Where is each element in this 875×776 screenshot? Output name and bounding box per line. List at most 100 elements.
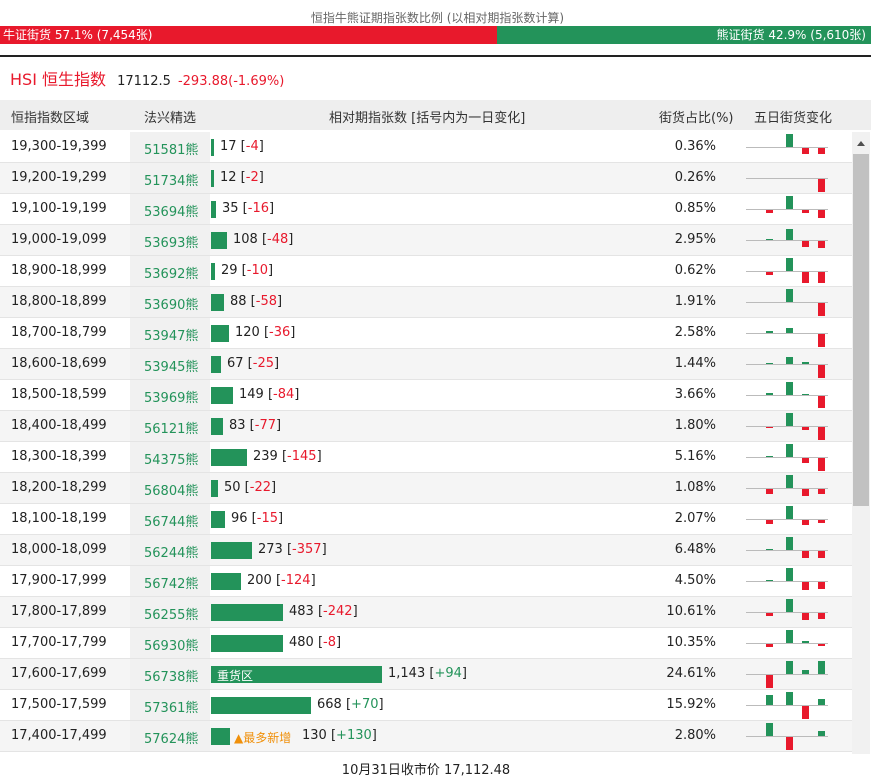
table-row[interactable]: 18,300-18,399 54375熊 239 [-145] 5.16% xyxy=(0,442,852,473)
warrant-code[interactable]: 57361熊 xyxy=(144,701,199,716)
table-row[interactable]: 17,700-17,799 56930熊 480 [-8] 10.35% xyxy=(0,628,852,659)
index-range: 18,300-18,399 xyxy=(11,449,107,464)
contract-count-label: 130 [+130] xyxy=(302,728,377,743)
table-row[interactable]: 17,600-17,699 56738熊 重货区 1,143 [+94] 24.61% xyxy=(0,659,852,690)
warrant-code[interactable]: 53690熊 xyxy=(144,298,199,313)
warrant-code-cell[interactable]: 56744熊 xyxy=(130,504,210,534)
sparkline-bar xyxy=(818,551,825,558)
warrant-code-cell[interactable]: 53945熊 xyxy=(130,349,210,379)
warrant-code-cell[interactable]: 51734熊 xyxy=(130,163,210,193)
warrant-code-cell[interactable]: 57361熊 xyxy=(130,690,210,720)
warrant-code[interactable]: 53692熊 xyxy=(144,267,199,282)
scroll-up-arrow-icon[interactable] xyxy=(857,141,865,146)
daily-change: -124 xyxy=(281,573,311,588)
warrant-code[interactable]: 53693熊 xyxy=(144,236,199,251)
table-row[interactable]: 17,400-17,499 57624熊 ▲最多新增 130 [+130] 2.80% xyxy=(0,721,852,752)
warrant-code[interactable]: 56255熊 xyxy=(144,608,199,623)
daily-change: -15 xyxy=(256,511,278,526)
five-day-change-sparkline xyxy=(746,349,828,379)
contract-count-label: 35 [-16] xyxy=(222,201,275,216)
warrant-code[interactable]: 56930熊 xyxy=(144,639,199,654)
sparkline-bar xyxy=(802,241,809,247)
contract-count: 239 xyxy=(253,449,278,464)
warrant-code-cell[interactable]: 53690熊 xyxy=(130,287,210,317)
table-row[interactable]: 17,800-17,899 56255熊 483 [-242] 10.61% xyxy=(0,597,852,628)
warrant-code-cell[interactable]: 51581熊 xyxy=(130,132,210,162)
sparkline-baseline xyxy=(746,581,828,582)
warrant-code[interactable]: 56121熊 xyxy=(144,422,199,437)
table-row[interactable]: 18,800-18,899 53690熊 88 [-58] 1.91% xyxy=(0,287,852,318)
warrant-code-cell[interactable]: 56930熊 xyxy=(130,628,210,658)
warrant-code[interactable]: 53694熊 xyxy=(144,205,199,220)
sparkline-bar xyxy=(818,334,825,347)
warrant-code[interactable]: 54375熊 xyxy=(144,453,199,468)
five-day-change-sparkline xyxy=(746,256,828,286)
index-range: 17,400-17,499 xyxy=(11,728,107,743)
warrant-code[interactable]: 56804熊 xyxy=(144,484,199,499)
warrant-code[interactable]: 53969熊 xyxy=(144,391,199,406)
warrant-code[interactable]: 56244熊 xyxy=(144,546,199,561)
table-row[interactable]: 18,000-18,099 56244熊 273 [-357] 6.48% xyxy=(0,535,852,566)
sparkline-baseline xyxy=(746,209,828,210)
sparkline-bar xyxy=(766,613,773,616)
warrant-code-cell[interactable]: 56738熊 xyxy=(130,659,210,689)
warrant-code[interactable]: 56738熊 xyxy=(144,670,199,685)
table-row[interactable]: 19,200-19,299 51734熊 12 [-2] 0.26% xyxy=(0,163,852,194)
table-row[interactable]: 18,400-18,499 56121熊 83 [-77] 1.80% xyxy=(0,411,852,442)
table-row[interactable]: 18,500-18,599 53969熊 149 [-84] 3.66% xyxy=(0,380,852,411)
outstanding-share: 0.62% xyxy=(674,263,716,278)
warrant-code[interactable]: 56744熊 xyxy=(144,515,199,530)
warrant-code-cell[interactable]: 53692熊 xyxy=(130,256,210,286)
warrant-code-cell[interactable]: 53693熊 xyxy=(130,225,210,255)
sparkline-baseline xyxy=(746,364,828,365)
sparkline-bar xyxy=(802,427,809,430)
warrant-code-cell[interactable]: 53947熊 xyxy=(130,318,210,348)
table-row[interactable]: 18,200-18,299 56804熊 50 [-22] 1.08% xyxy=(0,473,852,504)
table-row[interactable]: 19,100-19,199 53694熊 35 [-16] 0.85% xyxy=(0,194,852,225)
warrant-code-cell[interactable]: 56121熊 xyxy=(130,411,210,441)
contract-count-bar xyxy=(211,573,241,590)
warrant-code-cell[interactable]: 53694熊 xyxy=(130,194,210,224)
scroll-thumb[interactable] xyxy=(853,154,869,506)
sparkline-bar xyxy=(818,272,825,283)
contract-count-label: 668 [+70] xyxy=(317,697,384,712)
table-row[interactable]: 17,500-17,599 57361熊 668 [+70] 15.92% xyxy=(0,690,852,721)
warrant-code[interactable]: 51734熊 xyxy=(144,174,199,189)
outstanding-share: 0.85% xyxy=(674,201,716,216)
warrant-code[interactable]: 57624熊 xyxy=(144,732,199,747)
warrant-code-cell[interactable]: 56255熊 xyxy=(130,597,210,627)
warrant-code-cell[interactable]: 56804熊 xyxy=(130,473,210,503)
table-row[interactable]: 18,600-18,699 53945熊 67 [-25] 1.44% xyxy=(0,349,852,380)
sparkline-baseline xyxy=(746,395,828,396)
warrant-code[interactable]: 51581熊 xyxy=(144,143,199,158)
contract-count-label: 239 [-145] xyxy=(253,449,322,464)
table-row[interactable]: 19,300-19,399 51581熊 17 [-4] 0.36% xyxy=(0,132,852,163)
sparkline-bar xyxy=(786,599,793,612)
contract-count: 149 xyxy=(239,387,264,402)
warrant-code-cell[interactable]: 54375熊 xyxy=(130,442,210,472)
sparkline-bar xyxy=(802,613,809,620)
index-range: 17,500-17,599 xyxy=(11,697,107,712)
table-row[interactable]: 18,700-18,799 53947熊 120 [-36] 2.58% xyxy=(0,318,852,349)
warrant-code[interactable]: 56742熊 xyxy=(144,577,199,592)
warrant-code[interactable]: 53947熊 xyxy=(144,329,199,344)
table-row[interactable]: 18,900-18,999 53692熊 29 [-10] 0.62% xyxy=(0,256,852,287)
contract-count-bar xyxy=(211,139,214,156)
table-row[interactable]: 17,900-17,999 56742熊 200 [-124] 4.50% xyxy=(0,566,852,597)
warrant-code[interactable]: 53945熊 xyxy=(144,360,199,375)
daily-change: -77 xyxy=(254,418,276,433)
outstanding-share: 1.80% xyxy=(674,418,716,433)
sparkline-bar xyxy=(818,699,825,705)
warrant-code-cell[interactable]: 53969熊 xyxy=(130,380,210,410)
contract-count-bar xyxy=(211,418,223,435)
warrant-code-cell[interactable]: 56742熊 xyxy=(130,566,210,596)
table-row[interactable]: 19,000-19,099 53693熊 108 [-48] 2.95% xyxy=(0,225,852,256)
scrollbar[interactable] xyxy=(852,132,870,754)
table-row[interactable]: 18,100-18,199 56744熊 96 [-15] 2.07% xyxy=(0,504,852,535)
warrant-code-cell[interactable]: 57624熊 xyxy=(130,721,210,751)
sparkline-bar xyxy=(766,363,773,364)
header-trend: 五日街货变化 xyxy=(754,111,833,126)
warrant-code-cell[interactable]: 56244熊 xyxy=(130,535,210,565)
contract-count-label: 480 [-8] xyxy=(289,635,342,650)
contract-count-label: 67 [-25] xyxy=(227,356,280,371)
